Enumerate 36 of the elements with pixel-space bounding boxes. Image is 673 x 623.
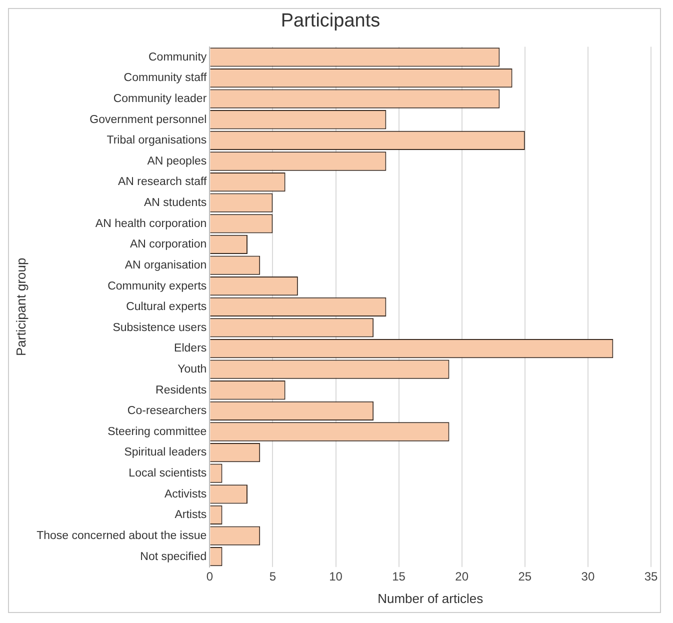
x-tick-label: 30 [581,570,595,584]
x-tick-label: 15 [392,570,406,584]
y-tick-label: Community [148,51,207,64]
y-tick-label: Subsistence users [112,322,207,334]
y-axis-title: Participant group [13,258,28,356]
y-tick-label: AN peoples [147,155,207,168]
y-tick-label: Elders [174,342,207,355]
y-tick-label: Community experts [108,280,207,292]
y-tick-label: Community leader [113,92,207,105]
chart-title: Participants [280,10,380,32]
y-tick-label: AN corporation [130,238,207,251]
y-tick-label: AN organisation [124,259,207,272]
y-tick-label: Residents [156,384,207,396]
y-tick-label: Tribal organisations [106,134,207,147]
y-tick-label: AN health corporation [95,218,207,230]
y-tick-label: AN students [144,197,207,210]
y-tick-label: AN research staff [118,176,208,188]
y-tick-label: Spiritual leaders [124,446,207,459]
y-tick-label: Activists [164,488,207,500]
y-tick-label: Not specified [140,550,207,563]
x-tick-label: 10 [329,570,343,584]
y-tick-label: Community staff [124,72,208,84]
x-tick-label: 0 [206,570,214,584]
y-tick-label: Youth [178,363,207,376]
x-tick-label: 25 [518,570,532,584]
x-tick-label: 35 [644,570,658,584]
y-tick-label: Those concerned about the issue [36,530,207,542]
y-tick-label: Government personnel [90,114,207,126]
x-tick-label: 5 [269,570,276,584]
x-axis-title: Number of articles [378,590,484,606]
y-tick-label: Artists [174,509,207,522]
y-tick-label: Cultural experts [126,301,207,314]
y-tick-label: Co-researchers [127,405,207,418]
y-tick-label: Local scientists [128,468,207,480]
y-tick-label: Steering committee [108,426,207,438]
x-tick-label: 20 [455,570,469,584]
